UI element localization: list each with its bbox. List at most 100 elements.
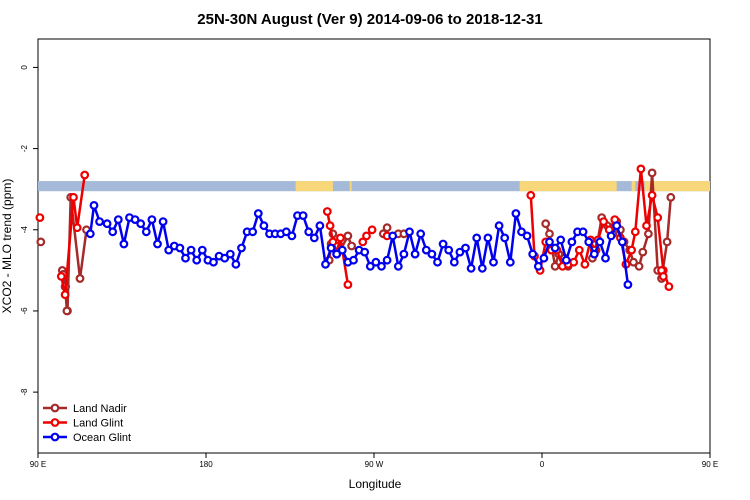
data-point-ocean-glint bbox=[410, 249, 420, 259]
data-point-land-glint bbox=[336, 233, 345, 243]
data-point-ocean-glint bbox=[95, 217, 104, 227]
data-point-land-nadir bbox=[62, 306, 72, 316]
data-point-ocean-glint bbox=[472, 233, 482, 243]
data-point-ocean-glint bbox=[433, 257, 442, 267]
data-point-ocean-glint bbox=[281, 227, 291, 237]
y-axis-label: XCO2 - MLO trend (ppm) bbox=[0, 179, 14, 314]
data-point-ocean-glint bbox=[231, 259, 241, 269]
data-point-ocean-glint bbox=[326, 243, 336, 253]
data-point-land-glint bbox=[72, 223, 82, 233]
land-band-segment bbox=[644, 181, 710, 192]
data-point-land-glint bbox=[574, 245, 584, 255]
data-point-ocean-glint bbox=[382, 255, 392, 265]
data-point-ocean-glint bbox=[421, 245, 431, 255]
data-point-land-nadir bbox=[347, 241, 357, 251]
data-point-land-nadir bbox=[666, 192, 676, 202]
data-point-ocean-glint bbox=[158, 217, 168, 227]
data-point-land-nadir bbox=[629, 257, 638, 267]
data-point-ocean-glint bbox=[528, 249, 538, 259]
land-band-segment bbox=[631, 181, 636, 192]
data-point-land-glint bbox=[658, 272, 668, 281]
data-point-land-glint bbox=[69, 192, 78, 202]
data-point-ocean-glint bbox=[522, 231, 532, 241]
data-point-land-glint bbox=[35, 213, 45, 223]
data-point-ocean-glint bbox=[248, 227, 258, 237]
data-point-land-nadir bbox=[638, 247, 648, 257]
data-point-ocean-glint bbox=[405, 227, 414, 237]
x-tick-label: 90 E bbox=[702, 460, 718, 469]
data-point-ocean-glint bbox=[315, 221, 325, 231]
data-point-land-glint bbox=[343, 280, 353, 290]
data-point-ocean-glint bbox=[309, 233, 319, 243]
data-point-land-nadir bbox=[382, 223, 392, 233]
data-point-land-glint bbox=[580, 259, 590, 269]
data-point-land-nadir bbox=[647, 168, 657, 178]
legend-item-land-nadir: Land Nadir bbox=[43, 403, 127, 415]
data-point-land-glint bbox=[367, 225, 377, 235]
data-point-ocean-glint bbox=[349, 255, 358, 265]
data-point-land-nadir bbox=[36, 237, 46, 247]
data-point-land-glint bbox=[362, 231, 371, 241]
y-tick-label: -4 bbox=[20, 226, 29, 234]
data-point-ocean-glint bbox=[427, 249, 437, 259]
data-point-ocean-glint bbox=[130, 215, 140, 225]
data-point-ocean-glint bbox=[153, 239, 162, 249]
y-tick-label: -8 bbox=[20, 388, 29, 396]
data-point-ocean-glint bbox=[399, 249, 409, 259]
data-point-ocean-glint bbox=[85, 229, 95, 239]
data-point-land-glint bbox=[647, 190, 657, 200]
data-point-land-glint bbox=[80, 170, 90, 180]
data-point-ocean-glint bbox=[136, 219, 146, 229]
data-point-land-glint bbox=[60, 290, 70, 300]
data-point-ocean-glint bbox=[237, 243, 246, 253]
y-tick-label: -2 bbox=[20, 144, 29, 152]
land-band-segment bbox=[349, 181, 352, 192]
data-point-ocean-glint bbox=[119, 239, 129, 249]
data-point-ocean-glint bbox=[181, 253, 190, 263]
legend-swatch-marker bbox=[50, 403, 60, 413]
data-point-land-glint bbox=[636, 164, 646, 174]
data-point-ocean-glint bbox=[175, 243, 185, 253]
series-land-nadir bbox=[36, 168, 676, 316]
data-point-ocean-glint bbox=[494, 221, 504, 231]
data-point-ocean-glint bbox=[164, 245, 174, 255]
data-point-ocean-glint bbox=[466, 263, 476, 273]
data-point-ocean-glint bbox=[556, 235, 566, 245]
data-point-ocean-glint bbox=[388, 231, 398, 241]
data-point-ocean-glint bbox=[220, 253, 230, 263]
x-axis: 90 E 180 90 W 0 90 E bbox=[30, 453, 718, 469]
data-point-land-glint bbox=[322, 207, 332, 216]
data-point-ocean-glint bbox=[606, 231, 616, 241]
data-point-ocean-glint bbox=[578, 227, 588, 237]
land-band-segment bbox=[519, 181, 617, 192]
data-point-land-glint bbox=[56, 272, 66, 281]
data-point-ocean-glint bbox=[477, 263, 487, 273]
data-point-ocean-glint bbox=[617, 237, 627, 247]
data-point-ocean-glint bbox=[589, 249, 599, 259]
data-point-ocean-glint bbox=[505, 257, 515, 267]
data-point-ocean-glint bbox=[612, 221, 622, 231]
data-point-ocean-glint bbox=[567, 237, 577, 247]
data-point-land-glint bbox=[358, 237, 368, 247]
data-point-land-glint bbox=[653, 213, 663, 223]
y-axis: 0 -2 -4 -6 -8 bbox=[20, 65, 38, 396]
legend-label: Land Glint bbox=[73, 418, 123, 430]
data-point-ocean-glint bbox=[561, 255, 571, 265]
data-point-ocean-glint bbox=[377, 261, 386, 271]
series-line-ocean-glint bbox=[335, 212, 630, 285]
data-point-ocean-glint bbox=[483, 233, 493, 243]
data-point-ocean-glint bbox=[511, 209, 521, 218]
data-point-ocean-glint bbox=[304, 227, 314, 237]
land-band-segment bbox=[295, 181, 333, 192]
data-point-land-glint bbox=[526, 190, 536, 200]
legend-swatch-marker bbox=[50, 432, 60, 442]
data-point-land-nadir bbox=[634, 261, 644, 271]
data-point-land-nadir bbox=[550, 261, 560, 271]
x-tick-label: 90 W bbox=[365, 460, 384, 469]
y-tick-label: -6 bbox=[20, 307, 29, 315]
data-point-ocean-glint bbox=[461, 243, 470, 253]
data-point-land-nadir bbox=[541, 219, 551, 229]
data-point-ocean-glint bbox=[89, 200, 99, 210]
data-point-ocean-glint bbox=[321, 259, 330, 269]
